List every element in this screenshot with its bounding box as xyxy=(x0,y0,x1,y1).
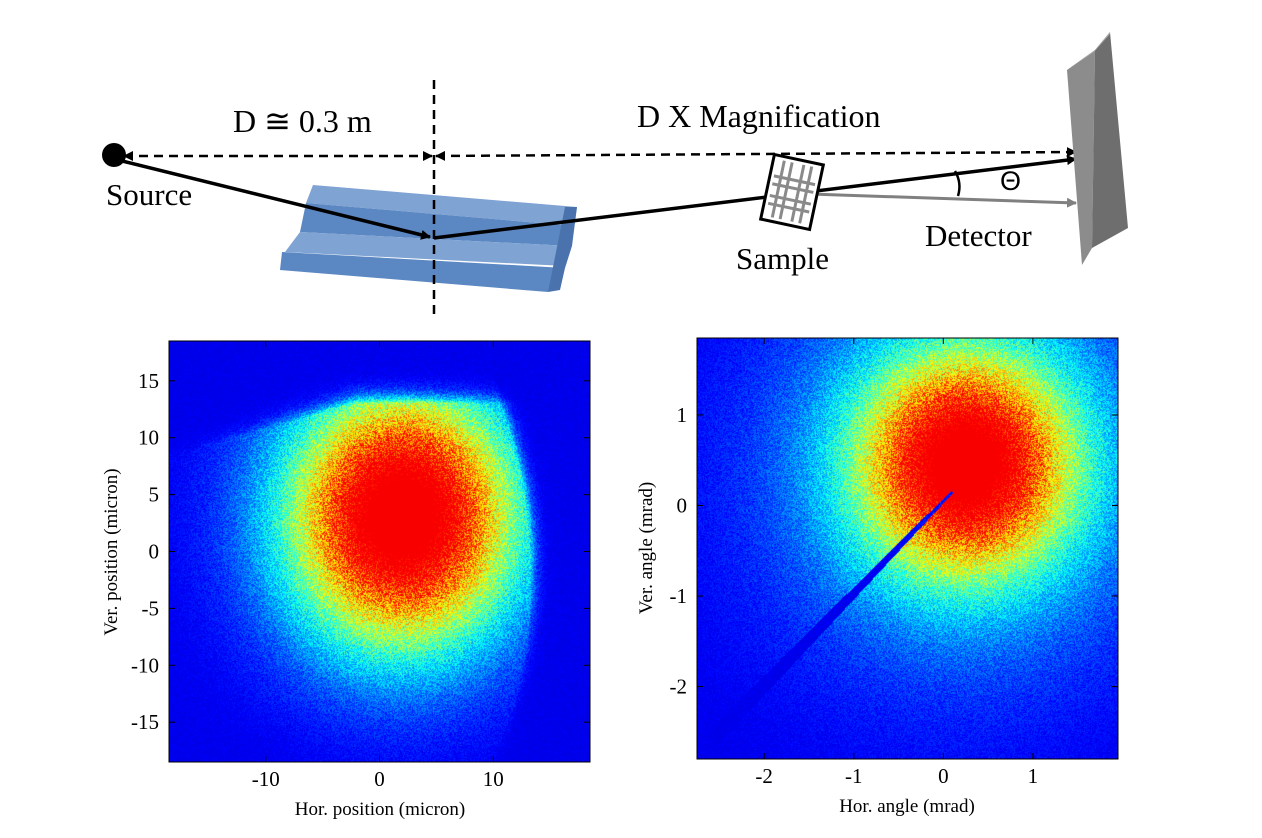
mirror xyxy=(280,185,577,292)
magnification-distance-arrow xyxy=(435,147,1077,161)
sample xyxy=(758,152,826,232)
sample-label: Sample xyxy=(736,241,829,276)
angle-x-tick-label: -1 xyxy=(845,764,863,788)
sample-grid xyxy=(767,160,816,224)
scattered-beam xyxy=(809,192,1077,208)
position-y-tick-label: 5 xyxy=(149,483,160,507)
angle-y-tick-label: -1 xyxy=(670,584,688,608)
mirror-back-slab-top xyxy=(306,185,577,226)
position-y-tick-label: 0 xyxy=(149,540,160,564)
angle-x-tick-label: -2 xyxy=(755,764,773,788)
angle-heatmap-chart: -2 -1 0 1 1 0 -1 -2 Hor. angle (mrad) Ver. angl… xyxy=(636,337,1119,817)
detector-side xyxy=(1092,32,1128,248)
position-heatmap-canvas xyxy=(169,341,590,762)
position-x-tick-label: 10 xyxy=(483,767,504,791)
mirror-side xyxy=(548,207,577,292)
position-y-axis-label: Ver. position (micron) xyxy=(101,468,122,635)
detector-label: Detector xyxy=(925,218,1032,253)
angle-plot-border xyxy=(696,337,1119,760)
schematic: D ≅ 0.3 m D X Magnification Source Sampl… xyxy=(102,32,1128,318)
angle-y-tick-label: -2 xyxy=(670,675,688,699)
source-dot xyxy=(102,143,126,167)
mirror-front-slab-front xyxy=(280,252,565,292)
position-x-tick-label: -10 xyxy=(252,767,280,791)
position-y-tick-label: 15 xyxy=(138,369,159,393)
angle-label: Θ xyxy=(1000,166,1021,196)
angle-x-axis-label: Hor. angle (mrad) xyxy=(839,796,975,817)
angle-y-tick-label: 1 xyxy=(677,403,688,427)
angle-arc xyxy=(953,170,961,197)
position-x-axis-label: Hor. position (micron) xyxy=(295,799,465,820)
angle-x-tick-label: 1 xyxy=(1028,764,1039,788)
position-y-tick-label: 10 xyxy=(138,426,159,450)
magnification-label: D X Magnification xyxy=(637,98,881,134)
detector xyxy=(1067,32,1128,265)
incident-beam xyxy=(117,158,431,240)
angle-heatmap-canvas xyxy=(697,338,1118,759)
angle-x-tick-label: 0 xyxy=(938,764,949,788)
position-heatmap-chart: -10 0 10 15 10 5 0 -5 -10 -15 Hor. position (micr… xyxy=(101,340,591,820)
angle-y-axis-label: Ver. angle (mrad) xyxy=(636,482,657,614)
source-label: Source xyxy=(106,177,192,212)
angle-y-tick-label: 0 xyxy=(677,493,688,517)
reflected-beam xyxy=(433,155,1077,240)
angle-heatmap-frame xyxy=(697,338,1118,759)
position-ticks: -10 0 10 15 10 5 0 -5 -10 -15 xyxy=(131,341,590,791)
distance-label: D ≅ 0.3 m xyxy=(233,103,372,139)
detector-face xyxy=(1067,50,1095,265)
mirror-back-slab-front xyxy=(300,203,574,246)
angle-ticks: -2 -1 0 1 1 0 -1 -2 xyxy=(670,338,1118,788)
position-x-tick-label: 0 xyxy=(374,767,385,791)
position-heatmap-frame xyxy=(169,341,590,762)
position-y-tick-label: -5 xyxy=(142,596,160,620)
position-y-tick-label: -15 xyxy=(131,710,159,734)
mirror-front-slab-top xyxy=(285,232,570,266)
position-y-tick-label: -10 xyxy=(131,653,159,677)
